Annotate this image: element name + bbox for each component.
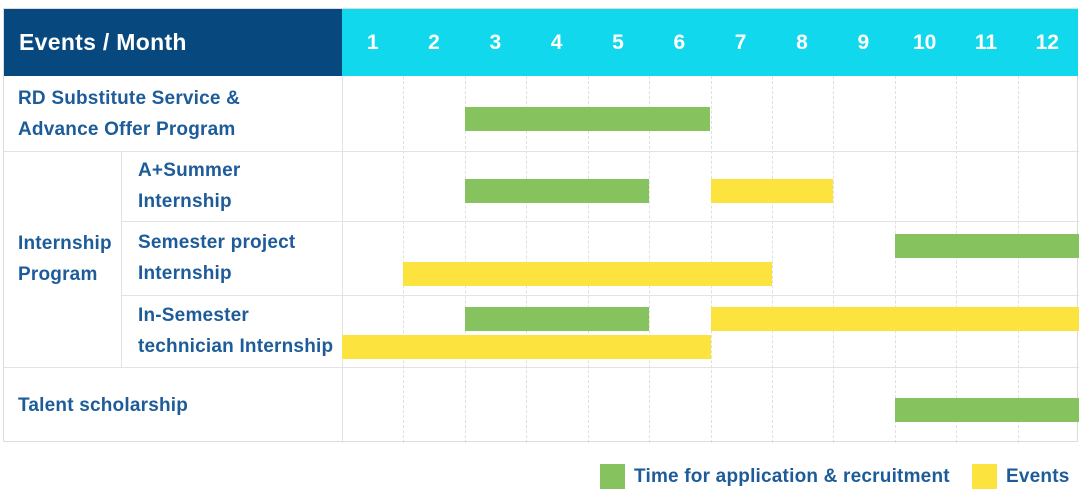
- legend-swatch-yellow: [972, 464, 997, 489]
- group-column-divider: [121, 151, 122, 367]
- month-grid-line: [894, 76, 896, 443]
- month-grid-line: [342, 76, 343, 443]
- corner-header-label: Events / Month: [19, 29, 187, 55]
- month-header-cell: 9: [857, 30, 870, 54]
- row-label-line: A+Summer: [138, 160, 241, 181]
- row-label-line: Internship: [138, 263, 232, 284]
- month-header-cell: 3: [489, 30, 502, 54]
- group-label-line: Program: [18, 264, 98, 285]
- month-grid-line: [464, 76, 466, 443]
- row-divider: [4, 367, 1079, 368]
- gantt-bar-yellow: [403, 262, 772, 286]
- gantt-bar-green: [894, 234, 1079, 258]
- month-header-cell: 8: [796, 30, 808, 54]
- row-label-line: RD Substitute Service &: [18, 87, 241, 109]
- gantt-bar-yellow: [710, 307, 1079, 331]
- month-grid-line: [710, 76, 712, 443]
- gantt-bar-green: [894, 398, 1079, 422]
- legend-swatch-green: [600, 464, 625, 489]
- group-label-line: Internship: [18, 233, 112, 254]
- row-label: RD Substitute Service & Advance Offer Pro…: [4, 76, 342, 151]
- row-divider: [121, 221, 1079, 222]
- row-label-line: Advance Offer Program: [18, 118, 236, 140]
- row-label-line: technician Internship: [138, 336, 334, 357]
- corner-header-cell: Events / Month: [4, 9, 342, 76]
- month-header-cell: 1: [366, 30, 379, 54]
- gantt-bar-yellow: [710, 179, 834, 203]
- legend-label: Time for application & recruitment: [634, 465, 950, 487]
- month-grid-line: [403, 76, 405, 443]
- month-header-cell: 5: [612, 30, 624, 54]
- row-label: Semester project Internship: [121, 221, 342, 295]
- month-grid-line: [587, 76, 589, 443]
- legend-label: Events: [1006, 465, 1070, 487]
- row-label-line: In-Semester: [138, 305, 249, 326]
- month-grid-line: [649, 76, 651, 443]
- row-label-line: Internship: [138, 191, 232, 212]
- row-label-line: Talent scholarship: [18, 394, 189, 416]
- month-header-cell: 6: [673, 30, 686, 54]
- group-label: Internship Program: [4, 151, 121, 367]
- month-header-cell: 2: [428, 30, 440, 54]
- month-grid-line: [771, 76, 773, 443]
- row-divider: [4, 151, 1079, 152]
- legend-item: Time for application & recruitment: [600, 464, 950, 489]
- month-grid-line: [956, 76, 958, 443]
- month-header-cell: 7: [734, 30, 747, 54]
- gantt-bar-yellow: [342, 335, 711, 359]
- month-header-cell: 4: [550, 30, 563, 54]
- month-grid-line: [526, 76, 528, 443]
- row-label: A+Summer Internship: [121, 151, 342, 221]
- gantt-bar-green: [464, 307, 650, 331]
- month-grid-line: [833, 76, 835, 443]
- month-header-cell: 11: [974, 30, 998, 54]
- events-table: Events / Month 1 2 3 4 5 6 7 8 9 10 11 12 RD Substi…: [3, 8, 1079, 443]
- row-label-line: Semester project: [138, 232, 296, 253]
- month-header-cell: 12: [1035, 30, 1059, 54]
- month-grid-line: [1017, 76, 1019, 443]
- row-label: Talent scholarship: [4, 367, 342, 443]
- month-header-row: 1 2 3 4 5 6 7 8 9 10 11 12: [342, 9, 1078, 76]
- row-label: In-Semester technician Internship: [121, 295, 342, 367]
- gantt-bar-green: [464, 106, 711, 131]
- row-divider: [121, 295, 1079, 296]
- month-header-cell: 10: [912, 30, 937, 54]
- legend-item: Events: [972, 464, 1070, 489]
- gantt-bar-green: [464, 179, 650, 203]
